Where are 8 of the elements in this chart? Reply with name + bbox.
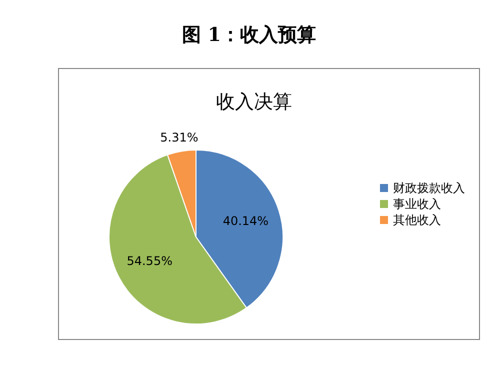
legend-label: 其他收入 <box>393 212 441 228</box>
data-label: 5.31% <box>160 130 198 144</box>
chart-title: 图 1：收入预算 <box>181 23 317 48</box>
chart-subtitle: 收入决算 <box>215 90 293 115</box>
data-label: 40.14% <box>222 214 269 228</box>
legend-label: 事业收入 <box>393 196 441 212</box>
data-label: 54.55% <box>126 254 172 268</box>
legend-label: 财政拨款收入 <box>393 180 465 196</box>
